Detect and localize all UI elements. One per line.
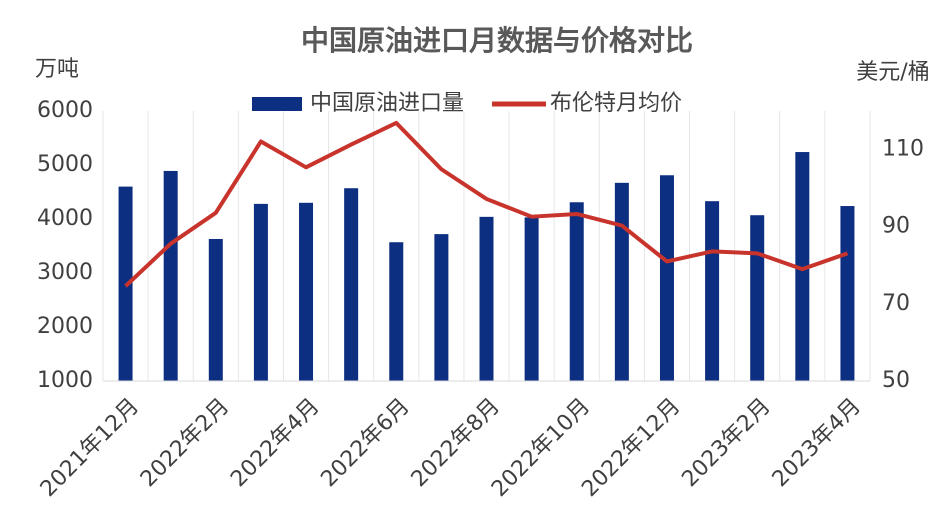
bar — [795, 152, 810, 381]
x-tick-label: 2023年2月 — [677, 394, 775, 492]
y-tick-label: 6000 — [37, 98, 93, 123]
y-axis-label: 万吨 — [35, 57, 79, 82]
x-tick-label: 2022年6月 — [316, 394, 414, 492]
bar — [479, 216, 494, 381]
bar — [705, 201, 720, 381]
bar — [253, 203, 268, 381]
bar — [299, 202, 314, 381]
bar — [434, 234, 449, 381]
legend-label: 布伦特月均价 — [550, 91, 682, 116]
legend-swatch — [252, 97, 302, 111]
y2-tick-label: 90 — [882, 214, 910, 239]
x-tick-label: 2021年12月 — [36, 394, 144, 502]
legend-label: 中国原油进口量 — [310, 91, 464, 116]
x-tick-label: 2023年4月 — [768, 394, 866, 492]
bar — [208, 238, 223, 381]
x-tick-label: 2022年2月 — [136, 394, 234, 492]
y-tick-label: 5000 — [37, 152, 93, 177]
x-tick-label: 2022年4月 — [226, 394, 324, 492]
bar — [389, 242, 404, 381]
bar — [840, 206, 855, 381]
bar — [614, 182, 629, 381]
bar — [659, 175, 674, 381]
y2-tick-label: 50 — [882, 368, 910, 393]
y-tick-label: 2000 — [37, 314, 93, 339]
y-tick-label: 4000 — [37, 206, 93, 231]
bar — [569, 202, 584, 381]
line — [124, 120, 849, 288]
chart-title: 中国原油进口月数据与价格对比 — [301, 24, 693, 57]
bar — [163, 170, 178, 381]
bar — [344, 188, 359, 381]
bar — [524, 217, 539, 381]
y2-axis-label: 美元/桶 — [856, 60, 929, 85]
x-tick-label: 2022年8月 — [407, 394, 505, 492]
bar — [750, 215, 765, 381]
y2-tick-label: 110 — [882, 137, 924, 162]
y-tick-label: 1000 — [37, 368, 93, 393]
y-tick-label: 3000 — [37, 260, 93, 285]
y2-tick-label: 70 — [882, 291, 910, 316]
